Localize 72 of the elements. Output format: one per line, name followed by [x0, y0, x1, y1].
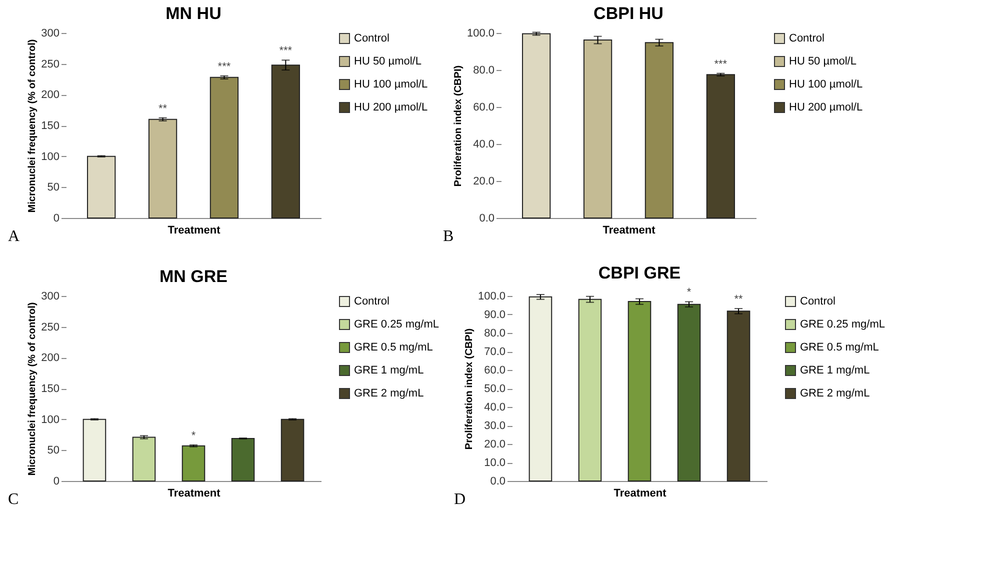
legend-label: GRE 1 mg/mL — [800, 364, 870, 376]
y-axis-title: Proliferation index (CBPI) — [464, 328, 475, 450]
legend-label: Control — [354, 296, 390, 308]
chart-title: CBPI HU — [594, 4, 664, 23]
y-tick-label: 150 — [41, 383, 60, 395]
chart-title: MN HU — [166, 4, 222, 23]
y-axis-title: Proliferation index (CBPI) — [452, 65, 464, 187]
y-tick-label: 100 — [41, 150, 60, 163]
y-tick-label: 80.0 — [473, 64, 494, 76]
legend-label: HU 100 µmol/L — [789, 78, 863, 90]
y-tick-label: 30.0 — [484, 420, 506, 432]
x-axis-title: Treatment — [168, 224, 221, 236]
y-tick-label: 100.0 — [478, 290, 506, 302]
y-tick-label: 300 — [41, 28, 60, 40]
chart-title: MN GRE — [160, 267, 228, 286]
y-tick-label: 70.0 — [484, 346, 506, 358]
legend-label: GRE 0.25 mg/mL — [800, 318, 885, 330]
y-axis-title: Micronuclei frequency (% of control) — [27, 39, 38, 213]
annotation: *** — [714, 58, 728, 70]
y-tick-label: 20.0 — [484, 438, 506, 450]
legend-label: HU 200 µmol/L — [789, 102, 863, 114]
legend-label: Control — [354, 32, 390, 44]
y-tick-label: 100 — [41, 414, 60, 426]
y-tick-label: 150 — [41, 120, 60, 132]
y-tick-label: 200 — [41, 89, 60, 102]
legend-label: GRE 2 mg/mL — [354, 388, 424, 400]
y-tick-label: 40.0 — [473, 138, 494, 150]
chart-title: CBPI GRE — [598, 264, 681, 283]
y-tick-label: 60.0 — [473, 102, 494, 114]
legend-label: HU 50 µmol/L — [354, 56, 422, 68]
text: C — [8, 491, 19, 508]
annotation: *** — [279, 45, 293, 58]
legend-label: HU 50 µmol/L — [789, 56, 856, 68]
annotation: ** — [158, 102, 168, 115]
y-tick-label: 0 — [53, 476, 60, 488]
y-tick-label: 250 — [41, 321, 60, 334]
y-tick-label: 100.0 — [466, 28, 494, 40]
y-axis-title: Micronuclei frequency (% of control) — [27, 302, 38, 476]
text: B — [443, 228, 454, 245]
x-axis-title: Treatment — [168, 488, 221, 500]
y-tick-label: 80.0 — [484, 328, 506, 340]
x-axis-title: Treatment — [614, 488, 667, 500]
text: A — [8, 228, 20, 245]
legend-label: HU 100 µmol/L — [354, 78, 428, 90]
legend-label: GRE 0.5 mg/mL — [800, 342, 879, 354]
y-tick-label: 20.0 — [473, 176, 494, 188]
legend-label: Control — [789, 32, 824, 44]
x-axis-title: Treatment — [602, 224, 656, 236]
text: D — [454, 491, 466, 508]
y-tick-label: 0.0 — [479, 212, 494, 224]
legend-label: GRE 0.5 mg/mL — [354, 342, 433, 354]
y-tick-label: 0.0 — [490, 476, 506, 488]
annotation: ** — [734, 294, 744, 306]
y-tick-label: 50 — [47, 182, 60, 194]
y-tick-label: 50 — [47, 444, 60, 457]
y-tick-label: 0 — [53, 212, 60, 224]
legend-label: Control — [800, 296, 836, 308]
y-tick-label: 60.0 — [484, 364, 506, 376]
y-tick-label: 50.0 — [484, 383, 506, 395]
annotation: * — [686, 286, 692, 299]
legend-label: GRE 0.25 mg/mL — [354, 318, 439, 330]
y-tick-label: 10.0 — [484, 457, 506, 469]
legend-label: GRE 1 mg/mL — [354, 364, 424, 376]
y-tick-label: 300 — [41, 290, 60, 302]
y-tick-label: 200 — [41, 352, 60, 364]
legend-label: HU 200 µmol/L — [354, 102, 428, 114]
annotation: *** — [218, 60, 232, 73]
legend-label: GRE 2 mg/mL — [800, 388, 870, 400]
annotation: * — [191, 430, 196, 442]
y-tick-label: 40.0 — [484, 402, 506, 414]
y-tick-label: 250 — [41, 58, 60, 70]
y-tick-label: 90.0 — [484, 309, 506, 321]
